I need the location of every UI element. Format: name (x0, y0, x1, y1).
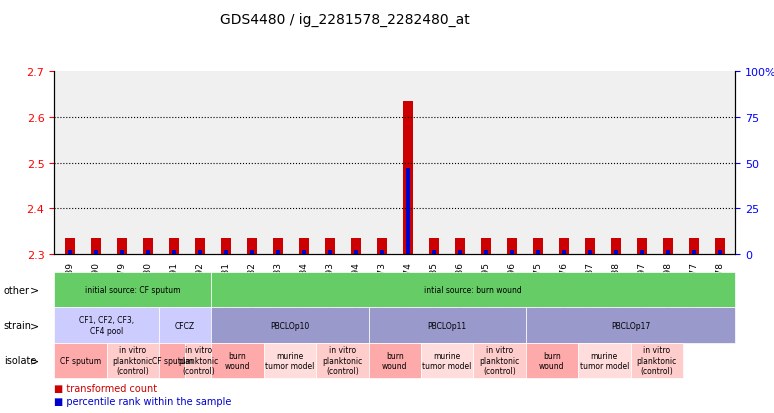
Bar (717, 250, 721, 254)
Bar (614, 250, 618, 254)
Bar (117, 238, 127, 254)
Bar (484, 250, 488, 254)
Bar (663, 238, 673, 254)
Text: GDS4480 / ig_2281578_2282480_at: GDS4480 / ig_2281578_2282480_at (220, 12, 469, 26)
Bar (299, 238, 309, 254)
Bar (376, 238, 387, 254)
Text: murine
tumor model: murine tumor model (580, 351, 629, 370)
Bar (640, 250, 644, 254)
Text: murine
tumor model: murine tumor model (423, 351, 472, 370)
Bar (64, 238, 75, 254)
Bar (221, 238, 231, 254)
Text: in vitro
planktonic
(control): in vitro planktonic (control) (479, 346, 519, 375)
Text: initial source: CF sputum: initial source: CF sputum (85, 286, 180, 294)
Bar (587, 250, 591, 254)
Bar (611, 238, 621, 254)
Bar (146, 250, 149, 254)
Bar (692, 250, 696, 254)
Text: burn
wound: burn wound (539, 351, 565, 370)
Bar (666, 250, 670, 254)
Bar (142, 238, 153, 254)
Text: ■ percentile rank within the sample: ■ percentile rank within the sample (54, 396, 231, 406)
Bar (562, 250, 566, 254)
Text: in vitro
planktonic
(control): in vitro planktonic (control) (178, 346, 218, 375)
Bar (559, 238, 569, 254)
Bar (169, 238, 179, 254)
Bar (432, 250, 436, 254)
Bar (224, 250, 228, 254)
Text: ■ transformed count: ■ transformed count (54, 383, 157, 393)
Text: >: > (30, 355, 39, 366)
Bar (120, 250, 124, 254)
Bar (402, 102, 413, 254)
Text: CF sputum: CF sputum (152, 356, 193, 365)
Text: CFCZ: CFCZ (175, 321, 195, 330)
Bar (172, 250, 176, 254)
Bar (636, 238, 647, 254)
Text: in vitro
planktonic
(control): in vitro planktonic (control) (636, 346, 676, 375)
Text: isolate: isolate (4, 355, 36, 366)
Bar (94, 250, 98, 254)
Bar (68, 250, 72, 254)
Text: murine
tumor model: murine tumor model (265, 351, 315, 370)
Text: in vitro
planktonic
(control): in vitro planktonic (control) (322, 346, 362, 375)
Text: >: > (30, 285, 39, 295)
Bar (198, 250, 202, 254)
Text: burn
wound: burn wound (224, 351, 250, 370)
Bar (276, 250, 279, 254)
Bar (506, 238, 517, 254)
Bar (351, 238, 361, 254)
Bar (457, 250, 461, 254)
Bar (247, 238, 257, 254)
Bar (454, 238, 465, 254)
Bar (272, 238, 283, 254)
Text: burn
wound: burn wound (382, 351, 407, 370)
Text: CF sputum: CF sputum (60, 356, 101, 365)
Bar (194, 238, 205, 254)
Bar (481, 238, 491, 254)
Bar (250, 250, 254, 254)
Text: strain: strain (4, 320, 32, 330)
Bar (533, 238, 543, 254)
Text: PBCLOp10: PBCLOp10 (270, 321, 310, 330)
Bar (328, 250, 332, 254)
Bar (714, 238, 725, 254)
Text: in vitro
planktonic
(control): in vitro planktonic (control) (113, 346, 153, 375)
Bar (584, 238, 595, 254)
Text: PBCLOp11: PBCLOp11 (427, 321, 467, 330)
Bar (429, 238, 439, 254)
Text: intial source: burn wound: intial source: burn wound (424, 286, 522, 294)
Text: PBCLOp17: PBCLOp17 (611, 321, 650, 330)
Bar (510, 250, 514, 254)
Text: other: other (4, 285, 30, 295)
Bar (380, 250, 384, 254)
Bar (689, 238, 699, 254)
Text: CF1, CF2, CF3,
CF4 pool: CF1, CF2, CF3, CF4 pool (79, 316, 134, 335)
Bar (302, 250, 306, 254)
Text: >: > (30, 320, 39, 330)
Bar (536, 250, 539, 254)
Bar (91, 238, 101, 254)
Bar (406, 169, 409, 254)
Bar (354, 250, 358, 254)
Bar (324, 238, 335, 254)
